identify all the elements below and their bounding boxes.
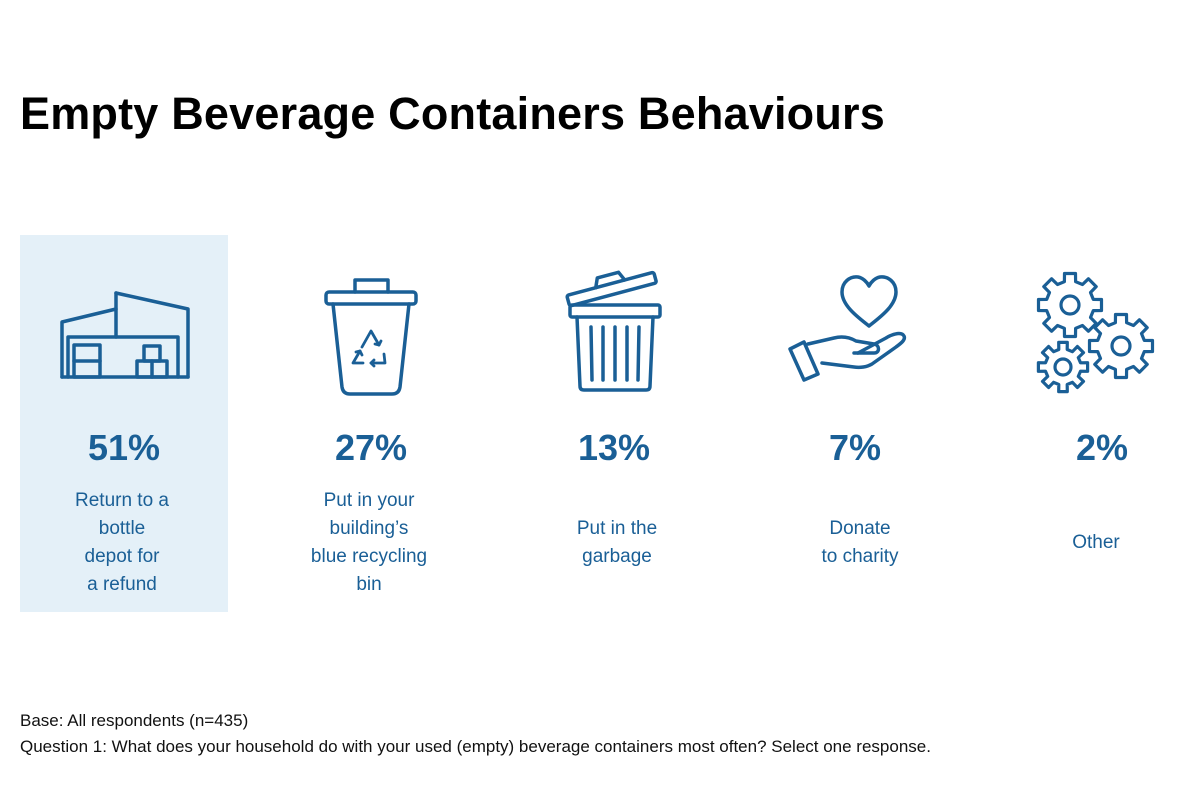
page-title: Empty Beverage Containers Behaviours xyxy=(20,88,885,139)
recycling-bin-icon xyxy=(301,275,441,405)
percentage-donate: 7% xyxy=(828,427,882,468)
label-recycling-bin: Put in your building’s blue recycling bi… xyxy=(269,485,469,601)
percentage-other: 2% xyxy=(1075,427,1129,468)
highlight-box xyxy=(20,235,228,612)
label-garbage: Put in the garbage xyxy=(517,485,717,601)
percentage-garbage: 13% xyxy=(577,427,651,468)
footer-base: Base: All respondents (n=435) xyxy=(20,711,249,730)
percentage-recycling-bin: 27% xyxy=(334,427,408,468)
warehouse-icon xyxy=(54,282,194,412)
label-donate: Donate to charity xyxy=(760,485,960,601)
heart-hand-icon xyxy=(786,272,926,402)
footer-question: Question 1: What does your household do … xyxy=(20,737,931,756)
label-text: Put in your building’s blue recycling bi… xyxy=(310,490,428,595)
label-text: Put in the garbage xyxy=(576,518,658,567)
percentage-return-to-depot: 51% xyxy=(87,427,161,468)
label-other: Other xyxy=(996,485,1196,601)
label-return-to-depot: Return to a bottle depot for a refund xyxy=(22,485,222,601)
gears-icon xyxy=(1030,270,1170,400)
label-text: Donate to charity xyxy=(821,518,899,567)
label-text: Return to a bottle depot for a refund xyxy=(75,490,169,595)
label-text: Other xyxy=(1072,532,1120,553)
garbage-can-icon xyxy=(544,270,684,402)
